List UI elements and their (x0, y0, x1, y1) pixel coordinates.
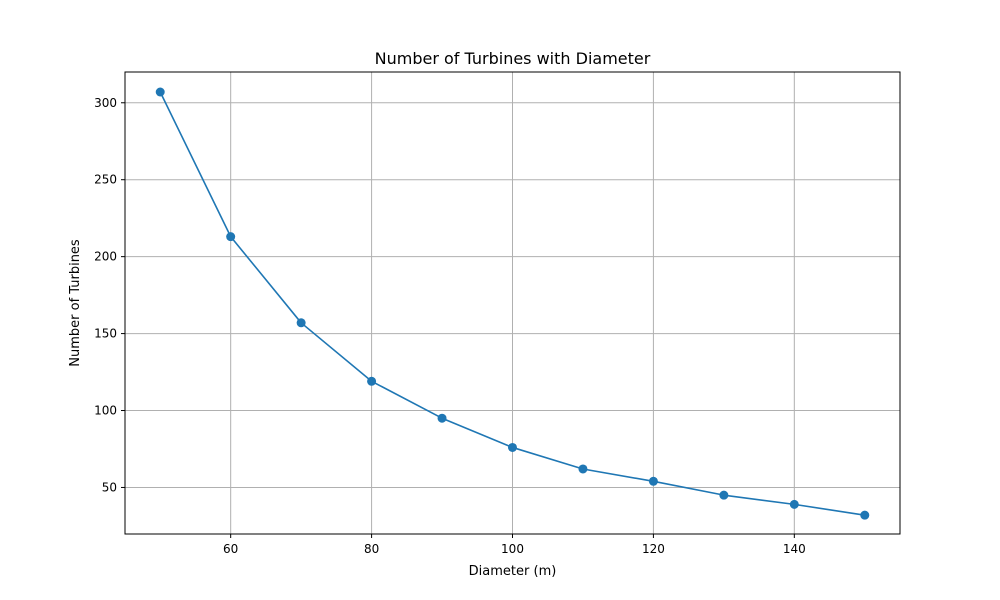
x-tick-label: 100 (501, 542, 524, 556)
data-point (367, 376, 377, 386)
y-axis-label: Number of Turbines (68, 239, 83, 367)
y-tick-label: 100 (94, 404, 117, 418)
y-tick-label: 300 (94, 96, 117, 110)
data-point (508, 442, 517, 452)
x-tick-label: 80 (364, 542, 379, 556)
series-layer (155, 87, 870, 520)
x-tick-label: 140 (783, 542, 806, 556)
x-tick-label: 60 (223, 542, 238, 556)
chart-title: Number of Turbines with Diameter (375, 49, 651, 68)
axes: 60 80 100 120 140 50 100 150 200 250 300 (94, 71, 901, 556)
data-point (296, 318, 306, 328)
y-tick-label: 250 (94, 173, 117, 187)
x-axis-label: Diameter (m) (469, 564, 557, 579)
data-point (226, 232, 236, 242)
y-tick-label: 50 (102, 480, 117, 494)
x-tick-label: 120 (642, 542, 665, 556)
data-point (648, 476, 658, 486)
data-point (860, 510, 870, 520)
y-tick-label: 200 (94, 250, 117, 264)
data-point (719, 490, 729, 500)
data-point (789, 499, 799, 509)
y-tick-label: 150 (94, 327, 117, 341)
grid (125, 72, 900, 534)
data-point (155, 87, 165, 97)
data-point (437, 413, 447, 423)
data-point (578, 464, 588, 474)
